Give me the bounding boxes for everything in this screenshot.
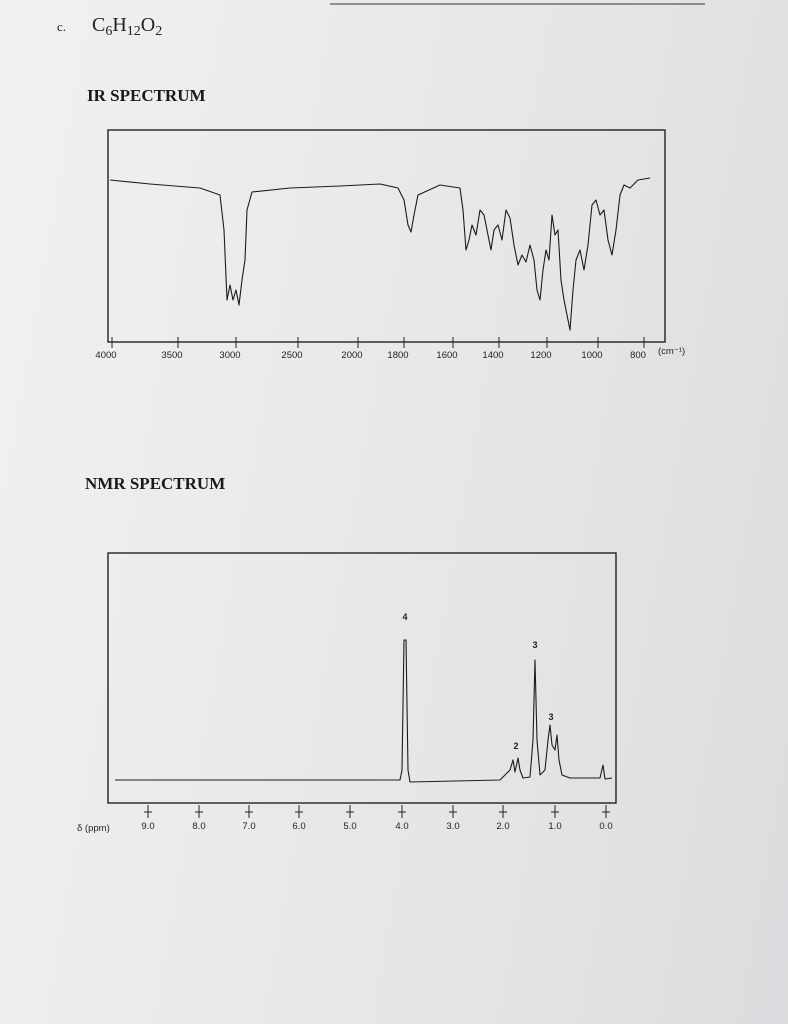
nmr-tick-label: 8.0 — [192, 821, 205, 832]
ir-trace — [109, 177, 651, 331]
nmr-tick-label: 4.0 — [395, 821, 408, 832]
formula-element: C — [92, 14, 105, 36]
nmr-tick-label: 9.0 — [141, 821, 154, 832]
ir-tick-label: 1800 — [387, 350, 408, 361]
nmr-title: NMR SPECTRUM — [85, 474, 225, 493]
ir-tick-label: 1400 — [482, 350, 503, 361]
nmr-tick-label: 3.0 — [446, 821, 459, 832]
formula-subscript: 2 — [155, 24, 162, 39]
item-label: c. — [57, 19, 66, 34]
ir-tick-label: 1000 — [581, 350, 602, 361]
formula: C6H12O2 — [92, 14, 162, 39]
ir-tick-label: 2000 — [341, 350, 362, 361]
ir-tick-label: 4000 — [95, 350, 116, 361]
nmr-peak-label: 3 — [548, 712, 553, 722]
nmr-axis: δ (ppm) 9.0 8.0 7.0 6.0 5.0 4.0 3.0 2.0 1.0 0.0 — [77, 805, 613, 834]
nmr-tick-label: 0.0 — [599, 821, 612, 832]
nmr-peak-label: 2 — [513, 741, 518, 751]
nmr-tick-label: 5.0 — [343, 821, 356, 832]
ir-tick-label: 800 — [630, 350, 646, 361]
nmr-axis-title: δ (ppm) — [77, 823, 110, 834]
formula-element: H — [112, 14, 126, 36]
formula-element: O — [141, 14, 155, 36]
ir-title: IR SPECTRUM — [87, 86, 206, 105]
nmr-tick-label: 6.0 — [292, 821, 305, 832]
ir-tick-label: 1200 — [530, 350, 551, 361]
ir-axis: 4000 3500 3000 2500 2000 1800 1600 1400 1200 1000… — [95, 337, 685, 361]
nmr-tick-label: 1.0 — [548, 821, 561, 832]
formula-subscript: 6 — [105, 24, 112, 39]
nmr-frame — [107, 552, 617, 804]
nmr-peak-labels: 4 3 3 2 — [402, 612, 553, 751]
nmr-peak-label: 4 — [402, 612, 407, 622]
nmr-tick-label: 2.0 — [496, 821, 509, 832]
formula-subscript: 12 — [127, 24, 141, 39]
ir-unit: (cm⁻¹) — [658, 346, 685, 357]
ir-tick-label: 3500 — [161, 350, 182, 361]
nmr-tick-label: 7.0 — [242, 821, 255, 832]
ir-tick-label: 2500 — [281, 350, 302, 361]
ir-tick-label: 1600 — [436, 350, 457, 361]
nmr-trace — [115, 639, 613, 783]
nmr-peak-label: 3 — [532, 640, 537, 650]
ir-frame — [107, 129, 666, 343]
ir-tick-label: 3000 — [219, 350, 240, 361]
